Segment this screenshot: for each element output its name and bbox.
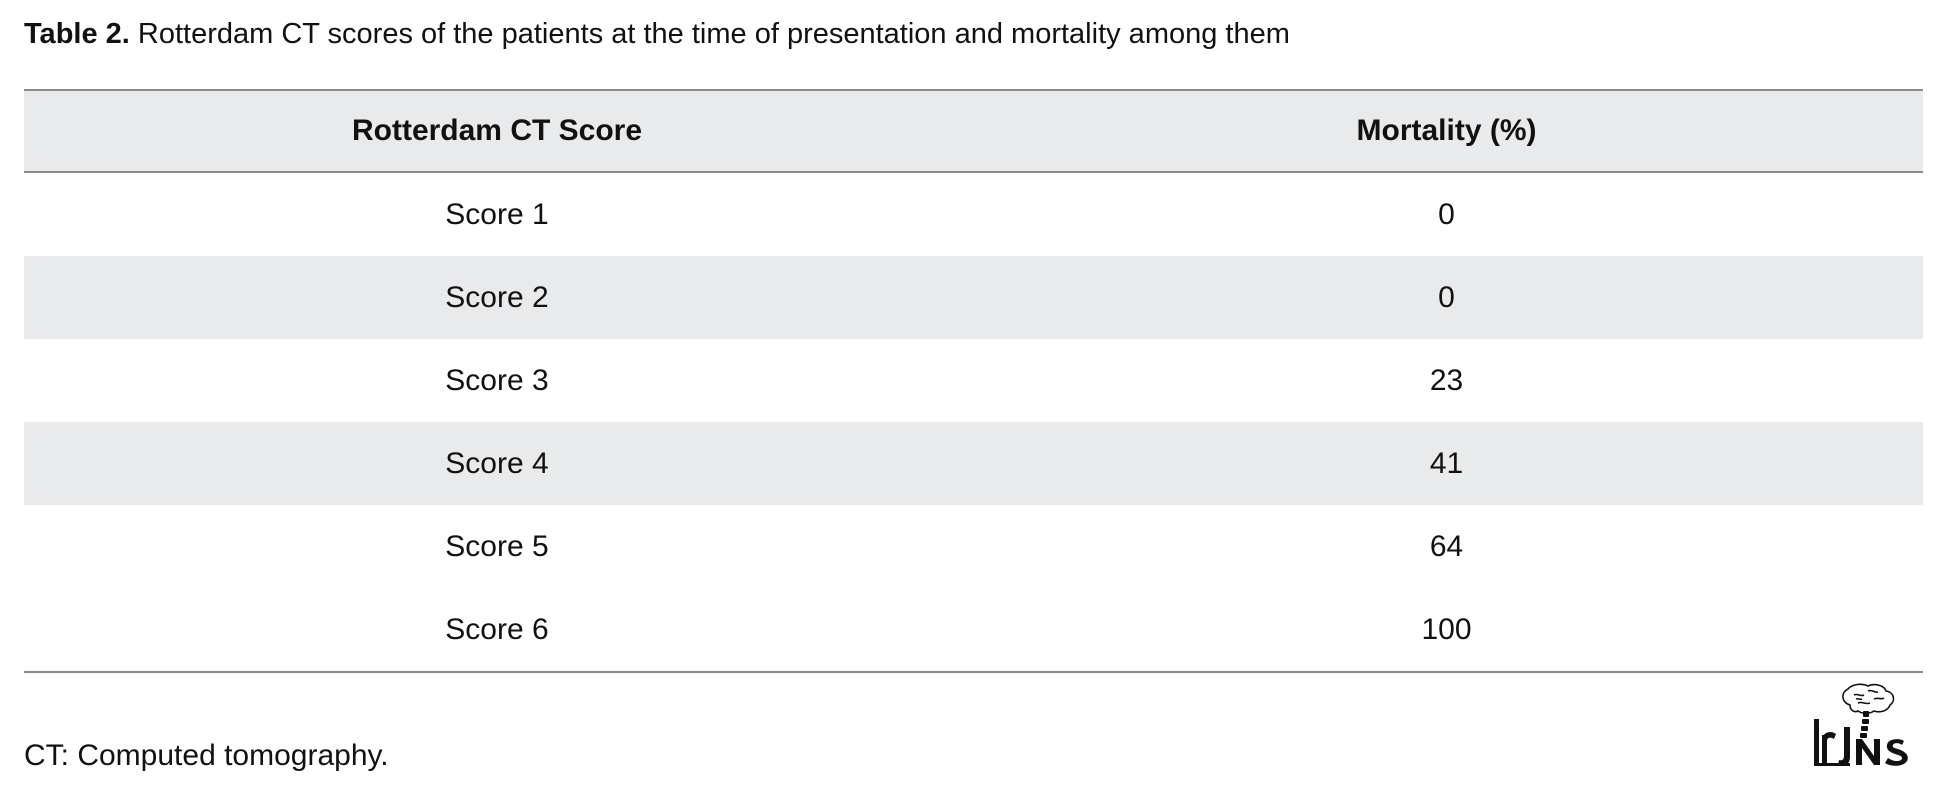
cell-mortality: 23: [1429, 363, 1464, 397]
cell-score: Score 4: [445, 446, 549, 480]
data-table: Rotterdam CT Score Mortality (%) Score 1…: [24, 89, 1923, 673]
table-footnote: CT: Computed tomography.: [24, 739, 389, 772]
table-row: Score 1 0: [24, 173, 1923, 256]
table-row: Score 6 100: [24, 588, 1923, 671]
cell-mortality: 100: [1421, 612, 1472, 646]
brain-spine-logo-icon: [1814, 683, 1908, 766]
table-caption-text: Rotterdam CT scores of the patients at t…: [129, 18, 1290, 50]
table-bottom-rule: [24, 671, 1923, 673]
cell-score: Score 3: [445, 363, 549, 397]
cell-mortality: 0: [1438, 280, 1455, 314]
table-row: Score 4 41: [24, 422, 1923, 505]
cell-score: Score 1: [445, 197, 549, 231]
cell-score: Score 2: [445, 280, 549, 314]
table-caption: Table 2. Rotterdam CT scores of the pati…: [24, 14, 1290, 54]
column-header-score: Rotterdam CT Score: [351, 114, 643, 147]
table-row: Score 5 64: [24, 505, 1923, 588]
cell-score: Score 5: [445, 529, 549, 563]
table-row: Score 3 23: [24, 339, 1923, 422]
table-header-row: Rotterdam CT Score Mortality (%): [24, 89, 1923, 173]
cell-mortality: 0: [1438, 197, 1455, 231]
table-caption-label: Table 2.: [24, 18, 130, 50]
table-row: Score 2 0: [24, 256, 1923, 339]
cell-score: Score 6: [445, 612, 549, 646]
column-header-mortality: Mortality (%): [1356, 114, 1537, 147]
cell-mortality: 41: [1429, 446, 1464, 480]
cell-mortality: 64: [1429, 529, 1464, 563]
